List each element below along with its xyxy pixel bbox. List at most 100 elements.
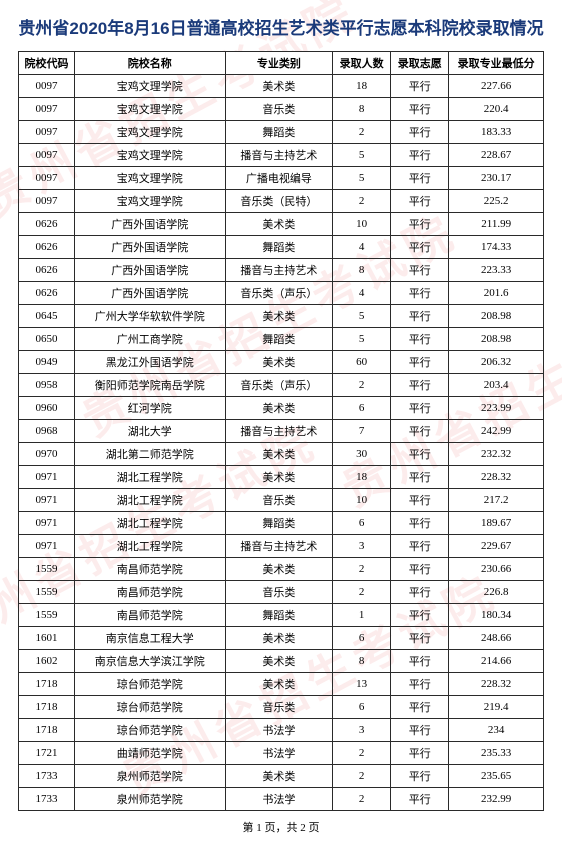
table-cell: 平行	[391, 489, 449, 512]
table-body: 0097宝鸡文理学院美术类18平行227.660097宝鸡文理学院音乐类8平行2…	[19, 75, 544, 811]
table-cell: 平行	[391, 604, 449, 627]
table-cell: 平行	[391, 167, 449, 190]
table-cell: 206.32	[449, 351, 544, 374]
table-cell: 广西外国语学院	[74, 259, 225, 282]
table-cell: 泉州师范学院	[74, 788, 225, 811]
table-cell: 平行	[391, 328, 449, 351]
table-cell: 平行	[391, 98, 449, 121]
table-cell: 平行	[391, 466, 449, 489]
table-cell: 音乐类（民特）	[225, 190, 333, 213]
table-cell: 音乐类	[225, 98, 333, 121]
table-cell: 美术类	[225, 443, 333, 466]
table-cell: 5	[333, 328, 391, 351]
table-cell: 广西外国语学院	[74, 282, 225, 305]
table-cell: 0626	[19, 282, 75, 305]
table-cell: 10	[333, 489, 391, 512]
table-header-row: 院校代码 院校名称 专业类别 录取人数 录取志愿 录取专业最低分	[19, 52, 544, 75]
table-cell: 平行	[391, 627, 449, 650]
table-cell: 5	[333, 305, 391, 328]
table-cell: 宝鸡文理学院	[74, 167, 225, 190]
table-cell: 湖北工程学院	[74, 466, 225, 489]
table-cell: 平行	[391, 558, 449, 581]
table-cell: 0968	[19, 420, 75, 443]
table-cell: 1559	[19, 581, 75, 604]
table-cell: 播音与主持艺术	[225, 144, 333, 167]
table-cell: 0971	[19, 512, 75, 535]
table-cell: 3	[333, 535, 391, 558]
table-cell: 225.2	[449, 190, 544, 213]
table-cell: 平行	[391, 144, 449, 167]
table-row: 0097宝鸡文理学院播音与主持艺术5平行228.67	[19, 144, 544, 167]
table-cell: 平行	[391, 236, 449, 259]
table-cell: 书法学	[225, 788, 333, 811]
table-row: 0097宝鸡文理学院音乐类（民特）2平行225.2	[19, 190, 544, 213]
table-cell: 1733	[19, 765, 75, 788]
table-cell: 平行	[391, 581, 449, 604]
table-cell: 音乐类	[225, 581, 333, 604]
table-cell: 6	[333, 627, 391, 650]
table-cell: 2	[333, 374, 391, 397]
table-row: 0970湖北第二师范学院美术类30平行232.32	[19, 443, 544, 466]
table-row: 1559南昌师范学院舞蹈类1平行180.34	[19, 604, 544, 627]
table-cell: 广州大学华软软件学院	[74, 305, 225, 328]
table-cell: 0626	[19, 236, 75, 259]
table-cell: 228.32	[449, 673, 544, 696]
table-cell: 美术类	[225, 627, 333, 650]
table-cell: 5	[333, 167, 391, 190]
table-cell: 0971	[19, 489, 75, 512]
table-row: 0626广西外国语学院美术类10平行211.99	[19, 213, 544, 236]
table-cell: 223.33	[449, 259, 544, 282]
col-wish: 录取志愿	[391, 52, 449, 75]
table-cell: 平行	[391, 190, 449, 213]
table-cell: 美术类	[225, 765, 333, 788]
table-cell: 宝鸡文理学院	[74, 190, 225, 213]
table-row: 0971湖北工程学院舞蹈类6平行189.67	[19, 512, 544, 535]
table-cell: 湖北大学	[74, 420, 225, 443]
table-cell: 234	[449, 719, 544, 742]
table-cell: 平行	[391, 443, 449, 466]
table-cell: 美术类	[225, 466, 333, 489]
table-cell: 美术类	[225, 673, 333, 696]
table-cell: 183.33	[449, 121, 544, 144]
table-row: 0650广州工商学院舞蹈类5平行208.98	[19, 328, 544, 351]
col-major: 专业类别	[225, 52, 333, 75]
table-cell: 1733	[19, 788, 75, 811]
table-cell: 203.4	[449, 374, 544, 397]
page-footer: 第 1 页，共 2 页	[18, 819, 544, 835]
table-cell: 琼台师范学院	[74, 673, 225, 696]
table-cell: 宝鸡文理学院	[74, 144, 225, 167]
table-cell: 242.99	[449, 420, 544, 443]
table-cell: 0949	[19, 351, 75, 374]
table-cell: 201.6	[449, 282, 544, 305]
table-cell: 6	[333, 397, 391, 420]
table-cell: 6	[333, 512, 391, 535]
table-cell: 0097	[19, 167, 75, 190]
table-cell: 音乐类（声乐）	[225, 374, 333, 397]
table-cell: 湖北第二师范学院	[74, 443, 225, 466]
table-cell: 平行	[391, 259, 449, 282]
table-cell: 1718	[19, 696, 75, 719]
table-cell: 红河学院	[74, 397, 225, 420]
table-cell: 平行	[391, 719, 449, 742]
table-cell: 南昌师范学院	[74, 581, 225, 604]
table-cell: 174.33	[449, 236, 544, 259]
table-cell: 230.66	[449, 558, 544, 581]
table-cell: 226.8	[449, 581, 544, 604]
table-cell: 228.32	[449, 466, 544, 489]
table-cell: 舞蹈类	[225, 512, 333, 535]
table-cell: 208.98	[449, 328, 544, 351]
table-cell: 平行	[391, 282, 449, 305]
table-cell: 舞蹈类	[225, 121, 333, 144]
table-cell: 湖北工程学院	[74, 512, 225, 535]
table-cell: 播音与主持艺术	[225, 420, 333, 443]
table-cell: 189.67	[449, 512, 544, 535]
table-cell: 0958	[19, 374, 75, 397]
table-cell: 宝鸡文理学院	[74, 121, 225, 144]
table-cell: 0960	[19, 397, 75, 420]
table-cell: 泉州师范学院	[74, 765, 225, 788]
table-cell: 1	[333, 604, 391, 627]
table-cell: 平行	[391, 673, 449, 696]
table-cell: 208.98	[449, 305, 544, 328]
table-cell: 223.99	[449, 397, 544, 420]
table-cell: 琼台师范学院	[74, 719, 225, 742]
